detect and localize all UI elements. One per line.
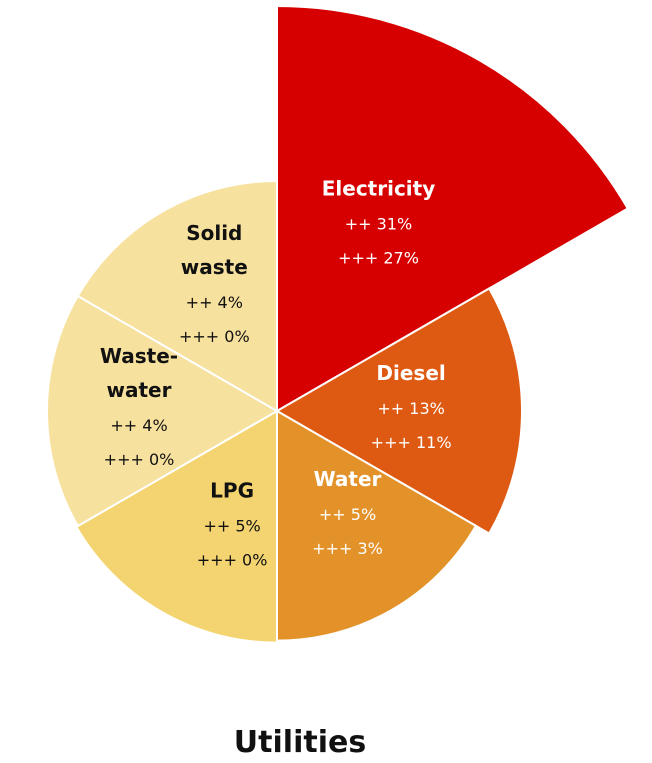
pie-slices — [45, 4, 630, 644]
pie-slice-solidwaste — [76, 179, 278, 413]
segment-pp-label: ++ 5% — [319, 505, 376, 524]
segment-ppp-label: +++ 11% — [371, 433, 452, 452]
pie-slice-diesel — [274, 287, 524, 535]
chart-title: Utilities — [234, 725, 366, 760]
segment-ppp-label: +++ 0% — [197, 551, 268, 570]
segment-ppp-label: +++ 0% — [104, 450, 175, 469]
segment-name-label: Solid — [186, 221, 242, 245]
segment-name-label: Waste- — [100, 344, 178, 368]
segment-name-label: LPG — [210, 479, 254, 503]
segment-pp-label: ++ 5% — [203, 517, 260, 536]
segment-name-label: Diesel — [376, 361, 445, 385]
pie-labels: Electricity ++ 31% +++ 27% Diesel ++ 13% +++ … — [100, 176, 452, 569]
pie-slice-water — [276, 409, 478, 642]
segment-ppp-label: +++ 0% — [179, 327, 250, 346]
segment-name-label: Electricity — [322, 176, 436, 200]
pie-slice-lpg — [75, 409, 278, 644]
segment-pp-label: ++ 4% — [186, 293, 243, 312]
segment-pp-label: ++ 13% — [377, 399, 444, 418]
segment-name-label: Water — [314, 467, 382, 491]
segment-ppp-label: +++ 27% — [338, 248, 419, 267]
segment-name-label: waste — [181, 255, 248, 279]
segment-name-label: water — [107, 378, 172, 402]
segment-pp-label: ++ 31% — [345, 214, 412, 233]
segment-pp-label: ++ 4% — [110, 416, 167, 435]
segment-ppp-label: +++ 3% — [312, 539, 383, 558]
pie-slice-wastewater — [45, 294, 280, 528]
pie-slice-electricity — [276, 4, 630, 413]
